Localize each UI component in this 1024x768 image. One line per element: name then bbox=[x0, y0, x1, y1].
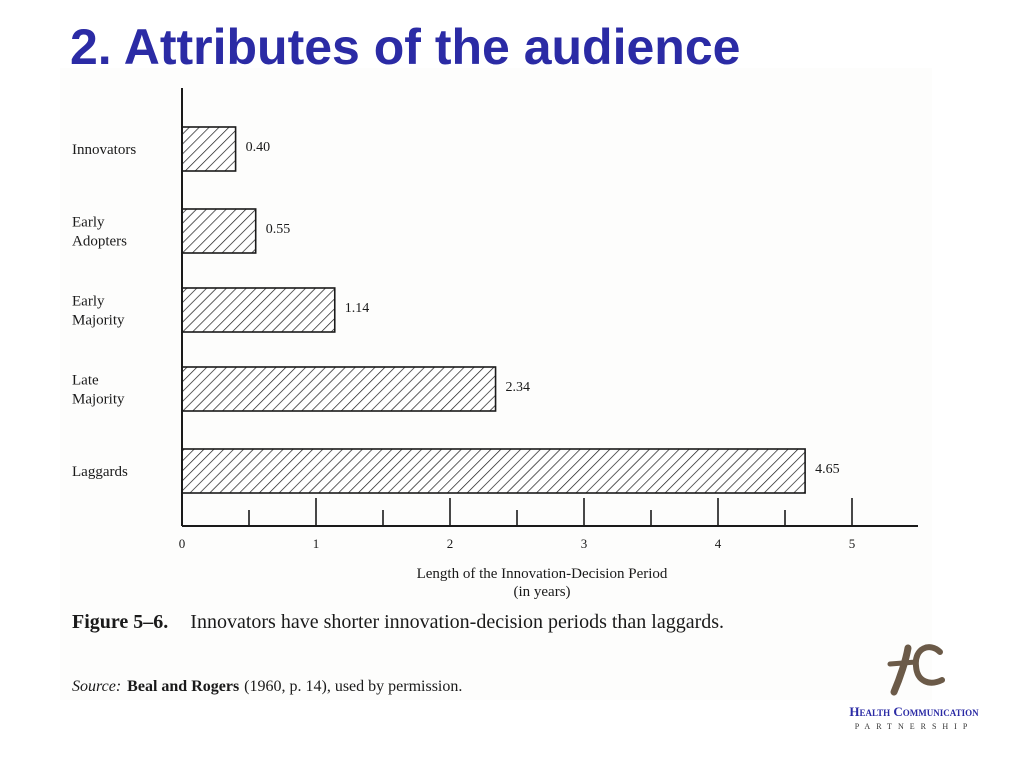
category-label-1-0: Early bbox=[72, 215, 105, 231]
category-label-4-0: Laggards bbox=[72, 464, 128, 480]
scanned-figure: 0.40 Innovators 0.55 Early Adopters 1.14 Early… bbox=[60, 68, 932, 700]
figure-source: Source: Beal and Rogers (1960, p. 14), use… bbox=[72, 678, 462, 696]
category-label-0-0: Innovators bbox=[72, 142, 136, 158]
x-tick-label-4: 4 bbox=[715, 536, 722, 551]
logo-subtitle: PARTNERSHIP bbox=[854, 722, 974, 731]
value-label-2: 1.14 bbox=[345, 301, 370, 316]
figure-caption: Figure 5–6. Innovators have shorter innov… bbox=[72, 608, 922, 636]
slide-title: 2. Attributes of the audience bbox=[70, 19, 741, 75]
category-label-3-0: Late bbox=[72, 373, 99, 389]
x-tick-label-0: 0 bbox=[179, 536, 186, 551]
figure-label: Figure 5–6. bbox=[72, 611, 169, 633]
bar-4 bbox=[181, 448, 806, 494]
value-label-0: 0.40 bbox=[246, 140, 271, 155]
x-tick-label-5: 5 bbox=[849, 536, 856, 551]
x-axis-title-line-0: Length of the Innovation-Decision Period bbox=[417, 566, 668, 582]
category-label-3-1: Majority bbox=[72, 392, 125, 408]
category-label-1-1: Adopters bbox=[72, 234, 127, 250]
hc-logo-icon bbox=[887, 644, 945, 696]
bar-3 bbox=[181, 366, 497, 412]
value-label-3: 2.34 bbox=[506, 380, 531, 395]
x-tick-label-2: 2 bbox=[447, 536, 454, 551]
value-label-4: 4.65 bbox=[815, 462, 840, 477]
x-tick-label-1: 1 bbox=[313, 536, 320, 551]
source-author: Beal and Rogers bbox=[127, 678, 240, 695]
bar-0 bbox=[181, 126, 237, 172]
figure-caption-text: Innovators have shorter innovation-decis… bbox=[190, 611, 725, 633]
source-label: Source: bbox=[72, 678, 122, 695]
innovation-decision-chart: 0.40 Innovators 0.55 Early Adopters 1.14 Early… bbox=[72, 88, 918, 600]
category-label-2-0: Early bbox=[72, 294, 105, 310]
x-axis-title-line-1: (in years) bbox=[513, 584, 570, 600]
hcp-logo: Health Communication PARTNERSHIP bbox=[828, 640, 1000, 740]
bar-1 bbox=[181, 208, 257, 254]
value-label-1: 0.55 bbox=[266, 222, 291, 237]
bar-2 bbox=[181, 287, 336, 333]
category-label-2-1: Majority bbox=[72, 313, 125, 329]
x-tick-label-3: 3 bbox=[581, 536, 588, 551]
source-details: (1960, p. 14), used by permission. bbox=[244, 678, 463, 695]
logo-name: Health Communication bbox=[849, 704, 979, 719]
